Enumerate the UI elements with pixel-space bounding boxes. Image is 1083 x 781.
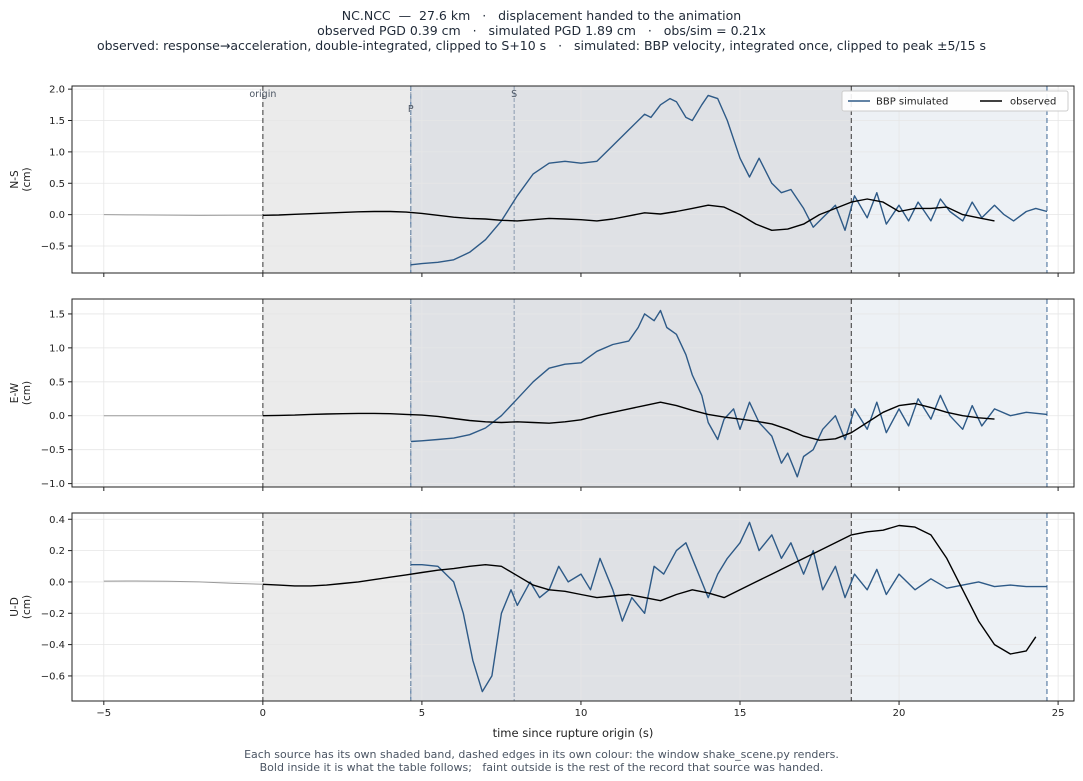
- caption-line-2: Bold inside it is what the table follows…: [259, 761, 824, 774]
- y-tick-label: 0.5: [49, 377, 65, 388]
- x-axis-label: time since rupture origin (s): [493, 726, 654, 740]
- observed-window-band: [262, 513, 411, 701]
- y-tick-label: 0.0: [49, 411, 65, 422]
- overlap-window-band: [410, 513, 852, 701]
- y-axis-label-line1: N-S: [9, 170, 21, 189]
- axes-frame: [71, 85, 1075, 274]
- axes-frame: [71, 512, 1075, 702]
- observed-window-band: [262, 299, 411, 487]
- title-line-2: observed PGD 0.39 cm · simulated PGD 1.8…: [317, 23, 766, 38]
- x-tick-label: 20: [893, 708, 906, 719]
- title-line-1: NC.NCC — 27.6 km · displacement handed t…: [341, 8, 742, 23]
- y-tick-label: 0.5: [49, 179, 65, 190]
- y-tick-label: 0.4: [49, 515, 65, 526]
- caption-line-1: Each source has its own shaded band, das…: [244, 748, 839, 761]
- x-tick-label: −5: [96, 708, 111, 719]
- axes-frame: [71, 298, 1075, 488]
- y-axis-label-line2: (cm): [21, 595, 33, 619]
- legend: BBP simulated observed: [841, 90, 1069, 112]
- legend-box: [841, 90, 1069, 112]
- y-axis-label-line1: U-D: [9, 597, 21, 617]
- y-tick-label: −0.6: [41, 671, 65, 682]
- y-tick-label: 1.0: [49, 147, 65, 158]
- y-tick-label: 0.0: [49, 210, 65, 221]
- legend-label-observed: observed: [1010, 97, 1056, 108]
- y-axis-label-line2: (cm): [21, 381, 33, 405]
- y-tick-label: 2.0: [49, 85, 65, 96]
- overlap-window-band: [410, 86, 852, 273]
- observed-trace: [262, 524, 1037, 655]
- panel-1: −1.0 −0.5 0.0 0.5 1.0 1.5 E-W (cm): [9, 298, 1075, 491]
- y-tick-label: 1.5: [49, 116, 65, 127]
- title-line-3: observed: response→acceleration, double-…: [96, 38, 987, 53]
- observed-faint-trace: [103, 214, 263, 216]
- y-axis-label: N-S (cm): [9, 167, 33, 191]
- y-tick-label: −0.5: [41, 445, 65, 456]
- y-tick-label: 0.2: [49, 546, 65, 557]
- overlap-window-band: [410, 299, 852, 487]
- simulated-window-band: [851, 299, 1047, 487]
- y-axis-label: E-W (cm): [9, 381, 33, 405]
- observed-trace: [262, 198, 995, 231]
- x-tick-label: 0: [260, 708, 266, 719]
- simulated-trace: [410, 309, 1048, 478]
- y-axis-label-line2: (cm): [21, 167, 33, 191]
- observed-window-band: [262, 86, 411, 273]
- marker-label-p: P: [408, 104, 414, 115]
- legend-label-simulated: BBP simulated: [876, 97, 948, 108]
- marker-label-origin: origin: [249, 89, 276, 100]
- x-tick-label: 10: [575, 708, 588, 719]
- x-tick-label: 5: [419, 708, 425, 719]
- observed-faint-trace: [103, 580, 263, 585]
- simulated-window-band: [851, 513, 1047, 701]
- y-tick-label: −1.0: [41, 479, 65, 490]
- panel-0: origin P S −0.5 0.0 0.5 1.0 1.5 2.0 N-S (cm) BBP si…: [9, 85, 1075, 277]
- simulated-trace: [410, 94, 1048, 266]
- marker-label-s: S: [511, 89, 517, 100]
- figure-caption: Each source has its own shaded band, das…: [0, 748, 1083, 774]
- y-axis-label-line1: E-W: [9, 382, 21, 403]
- x-tick-label: 15: [734, 708, 747, 719]
- observed-trace: [262, 401, 995, 441]
- y-tick-label: 1.5: [49, 309, 65, 320]
- y-tick-label: 0.0: [49, 577, 65, 588]
- y-tick-label: −0.2: [41, 609, 65, 620]
- y-tick-label: −0.4: [41, 640, 65, 651]
- y-tick-label: −0.5: [41, 242, 65, 253]
- y-tick-label: 1.0: [49, 343, 65, 354]
- simulated-window-band: [851, 86, 1047, 273]
- figure-title: NC.NCC — 27.6 km · displacement handed t…: [0, 8, 1083, 53]
- simulated-trace: [410, 521, 1047, 693]
- x-tick-label: 25: [1052, 708, 1065, 719]
- panel-2: −0.6 −0.4 −0.2 0.0 0.2 0.4 −5 0 5 10 15 20 25 U-D (cm): [9, 512, 1075, 719]
- y-axis-label: U-D (cm): [9, 595, 33, 619]
